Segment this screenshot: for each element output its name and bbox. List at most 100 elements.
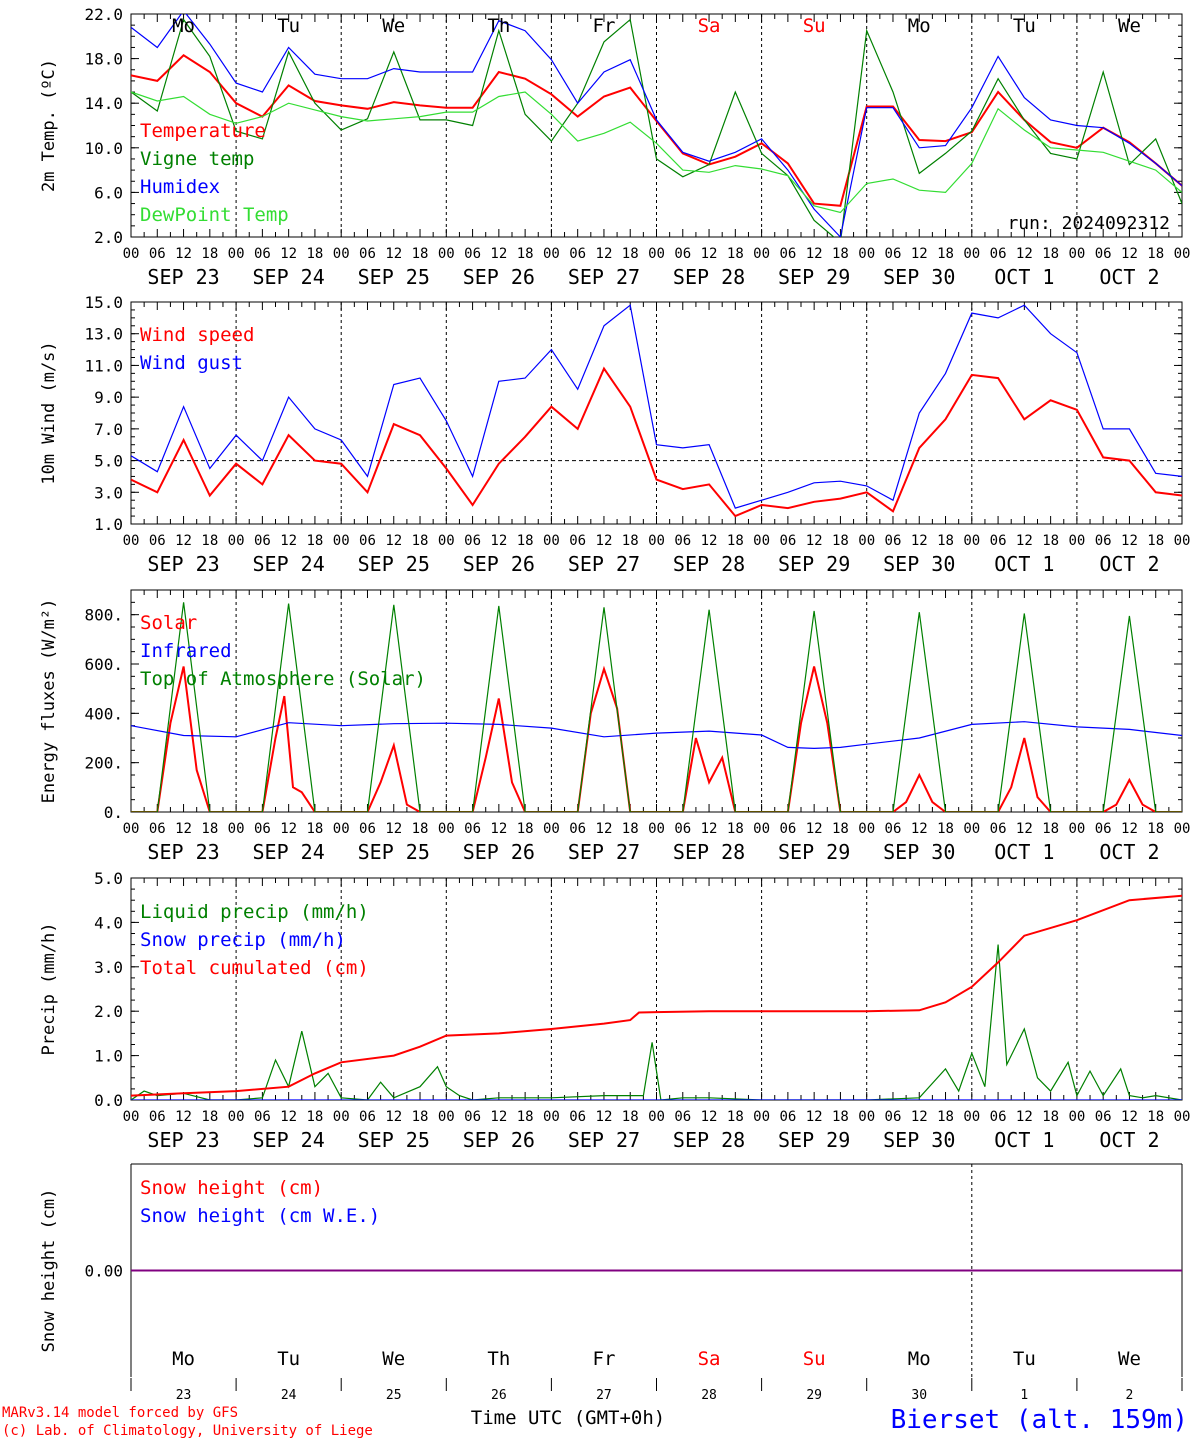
hour-tick-label: 06 [569,246,586,262]
hour-tick-label: 00 [1174,821,1191,837]
hour-tick-label: 06 [674,246,691,262]
hour-tick-label: 06 [674,821,691,837]
day-date-label: SEP 26 [463,552,535,576]
hour-tick-label: 00 [228,821,245,837]
day-date-label: SEP 28 [673,1128,745,1152]
legend-entry: Top of Atmosphere (Solar) [140,668,426,690]
hour-tick-label: 00 [123,1109,140,1125]
hour-tick-label: 18 [1042,821,1059,837]
hour-tick-label: 06 [149,1109,166,1125]
day-number-label: 1 [1020,1388,1028,1403]
hour-tick-label: 00 [228,533,245,549]
day-date-label: SEP 29 [778,552,850,576]
hour-tick-label: 12 [280,246,297,262]
day-date-label: SEP 30 [883,552,955,576]
hour-tick-label: 06 [779,1109,796,1125]
day-date-label: OCT 1 [994,552,1054,576]
hour-tick-label: 00 [1068,246,1085,262]
hour-tick-label: 00 [228,1109,245,1125]
hour-tick-label: 12 [175,821,192,837]
hour-tick-label: 06 [254,246,271,262]
day-of-week-label: Fr [593,1348,616,1370]
legend-entry: Humidex [140,176,220,198]
hour-tick-label: 06 [569,533,586,549]
day-number-label: 26 [491,1388,507,1403]
hour-tick-label: 18 [517,533,534,549]
hour-tick-label: 06 [254,821,271,837]
y-axis-title: Precip (mm/h) [39,922,59,1055]
y-tick-label: 1.0 [94,515,123,534]
hour-tick-label: 00 [648,1109,665,1125]
y-tick-label: 0.00 [84,1262,123,1281]
day-date-label: SEP 28 [673,552,745,576]
day-date-label: OCT 2 [1099,840,1159,864]
y-tick-label: 22.0 [84,5,123,24]
hour-tick-label: 12 [806,533,823,549]
hour-tick-label: 18 [1147,246,1164,262]
hour-tick-label: 06 [149,533,166,549]
legend-entry: Solar [140,612,197,634]
hour-tick-label: 00 [228,246,245,262]
day-of-week-label: Tu [277,1348,300,1370]
hour-tick-label: 12 [596,246,613,262]
day-date-label: SEP 24 [253,265,325,289]
day-number-label: 30 [911,1388,927,1403]
day-date-label: SEP 27 [568,840,640,864]
day-date-label: SEP 23 [147,840,219,864]
legend-entry: Wind speed [140,324,254,346]
hour-tick-label: 06 [569,1109,586,1125]
day-date-label: SEP 26 [463,265,535,289]
day-date-label: SEP 24 [253,552,325,576]
day-date-label: OCT 1 [994,1128,1054,1152]
hour-tick-label: 00 [858,246,875,262]
hour-tick-label: 18 [412,1109,429,1125]
hour-tick-label: 06 [990,821,1007,837]
legend-entry: Snow precip (mm/h) [140,929,346,951]
hour-tick-label: 18 [727,533,744,549]
y-tick-label: 10.0 [84,139,123,158]
hour-tick-label: 12 [280,533,297,549]
y-tick-label: 200. [84,754,123,773]
day-date-label: SEP 25 [358,265,430,289]
series-line-dewpoint-temp [131,91,1182,214]
y-tick-label: 6.0 [94,183,123,202]
hour-tick-label: 18 [937,246,954,262]
hour-tick-label: 18 [622,1109,639,1125]
hour-tick-label: 06 [149,246,166,262]
hour-tick-label: 12 [1121,533,1138,549]
hour-tick-label: 06 [885,1109,902,1125]
day-date-label: SEP 24 [253,1128,325,1152]
hour-tick-label: 18 [1042,1109,1059,1125]
series-line-wind-gust [131,304,1182,509]
hour-tick-label: 18 [517,1109,534,1125]
hour-tick-label: 12 [1016,1109,1033,1125]
hour-tick-label: 18 [201,533,218,549]
y-tick-label: 11.0 [84,356,123,375]
hour-tick-label: 18 [832,533,849,549]
series-line-temperature [131,54,1182,207]
hour-tick-label: 00 [333,821,350,837]
hour-tick-label: 06 [674,1109,691,1125]
hour-tick-label: 18 [727,246,744,262]
hour-tick-label: 00 [543,246,560,262]
hour-tick-label: 00 [333,533,350,549]
hour-tick-label: 00 [438,1109,455,1125]
hour-tick-label: 12 [806,821,823,837]
day-date-label: SEP 28 [673,840,745,864]
y-tick-label: 3.0 [94,483,123,502]
hour-tick-label: 00 [858,533,875,549]
hour-tick-label: 12 [385,821,402,837]
hour-tick-label: 18 [727,821,744,837]
panel-energy [130,589,1183,813]
hour-tick-label: 06 [990,533,1007,549]
hour-tick-label: 12 [1121,1109,1138,1125]
day-date-label: SEP 25 [358,1128,430,1152]
y-tick-label: 2.0 [94,228,123,247]
legend-entry: Total cumulated (cm) [140,957,369,979]
day-date-label: SEP 26 [463,840,535,864]
hour-tick-label: 06 [254,533,271,549]
hour-tick-label: 12 [1121,246,1138,262]
hour-tick-label: 12 [701,1109,718,1125]
day-number-label: 29 [806,1388,822,1403]
